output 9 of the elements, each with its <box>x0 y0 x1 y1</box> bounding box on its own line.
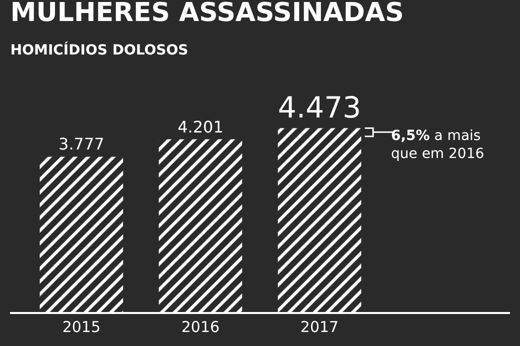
text: 6,5% a mais que em 2016 <box>391 128 484 162</box>
x-tick-label: 2017 <box>300 318 339 336</box>
chart-subtitle: HOMICÍDIOS DOLOSOS <box>10 42 188 59</box>
chart-title: MULHERES ASSASSINADAS <box>10 0 404 28</box>
x-tick-label: 2015 <box>62 318 101 336</box>
data-label: 4.201 <box>178 117 224 136</box>
data-label: 4.473 <box>278 90 362 124</box>
x-tick-label: 2016 <box>181 318 220 336</box>
data-label: 3.777 <box>58 134 104 154</box>
